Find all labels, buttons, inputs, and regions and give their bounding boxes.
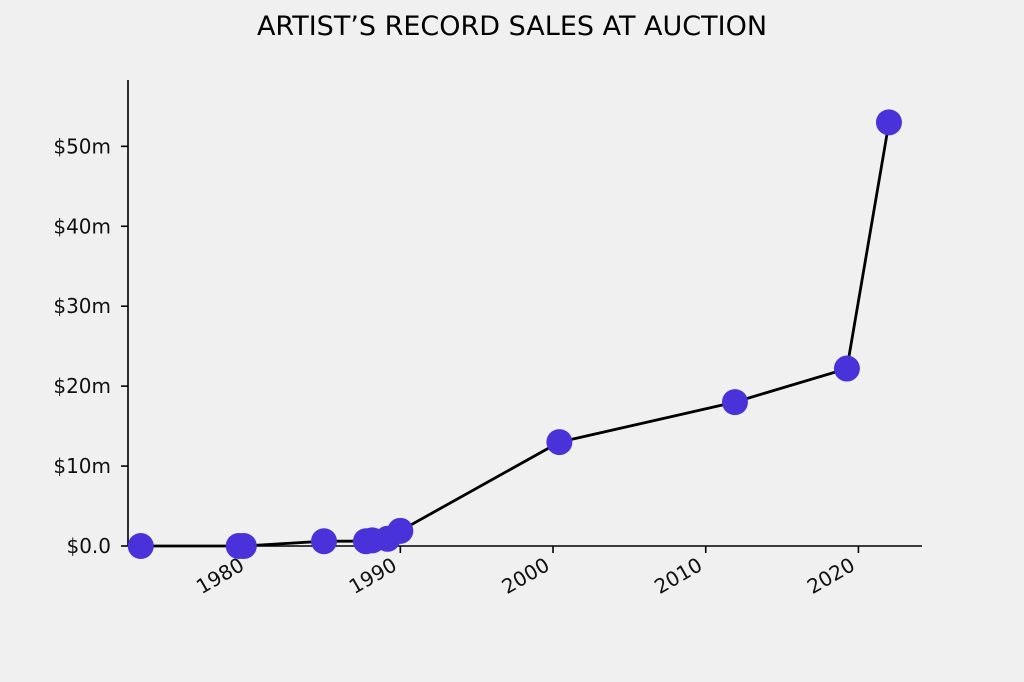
chart-title: ARTIST’S RECORD SALES AT AUCTION	[257, 11, 767, 42]
series-line	[140, 122, 891, 548]
y-tick-label: $40m	[53, 214, 111, 238]
data-series	[127, 109, 902, 559]
y-tick-label: $20m	[53, 374, 111, 398]
data-point	[875, 109, 902, 136]
x-tick-label: 2000	[497, 553, 553, 599]
y-axis: $0.0 $10m $20m $30m $40m $50m	[53, 80, 129, 558]
data-point	[127, 533, 154, 559]
x-tick-label: 1990	[345, 553, 401, 599]
y-tick-label: $0.0	[66, 534, 111, 558]
data-point	[833, 355, 860, 382]
y-tick-label: $10m	[53, 454, 111, 478]
x-tick-label: 1980	[192, 553, 248, 599]
y-tick-label: $30m	[53, 294, 111, 318]
data-point	[721, 389, 748, 416]
data-point	[387, 517, 414, 544]
data-point	[546, 429, 573, 456]
data-point	[310, 528, 337, 555]
data-point	[230, 533, 257, 559]
x-tick-label: 2010	[650, 553, 706, 599]
x-tick-label: 2020	[803, 553, 859, 599]
y-tick-label: $50m	[53, 134, 111, 158]
